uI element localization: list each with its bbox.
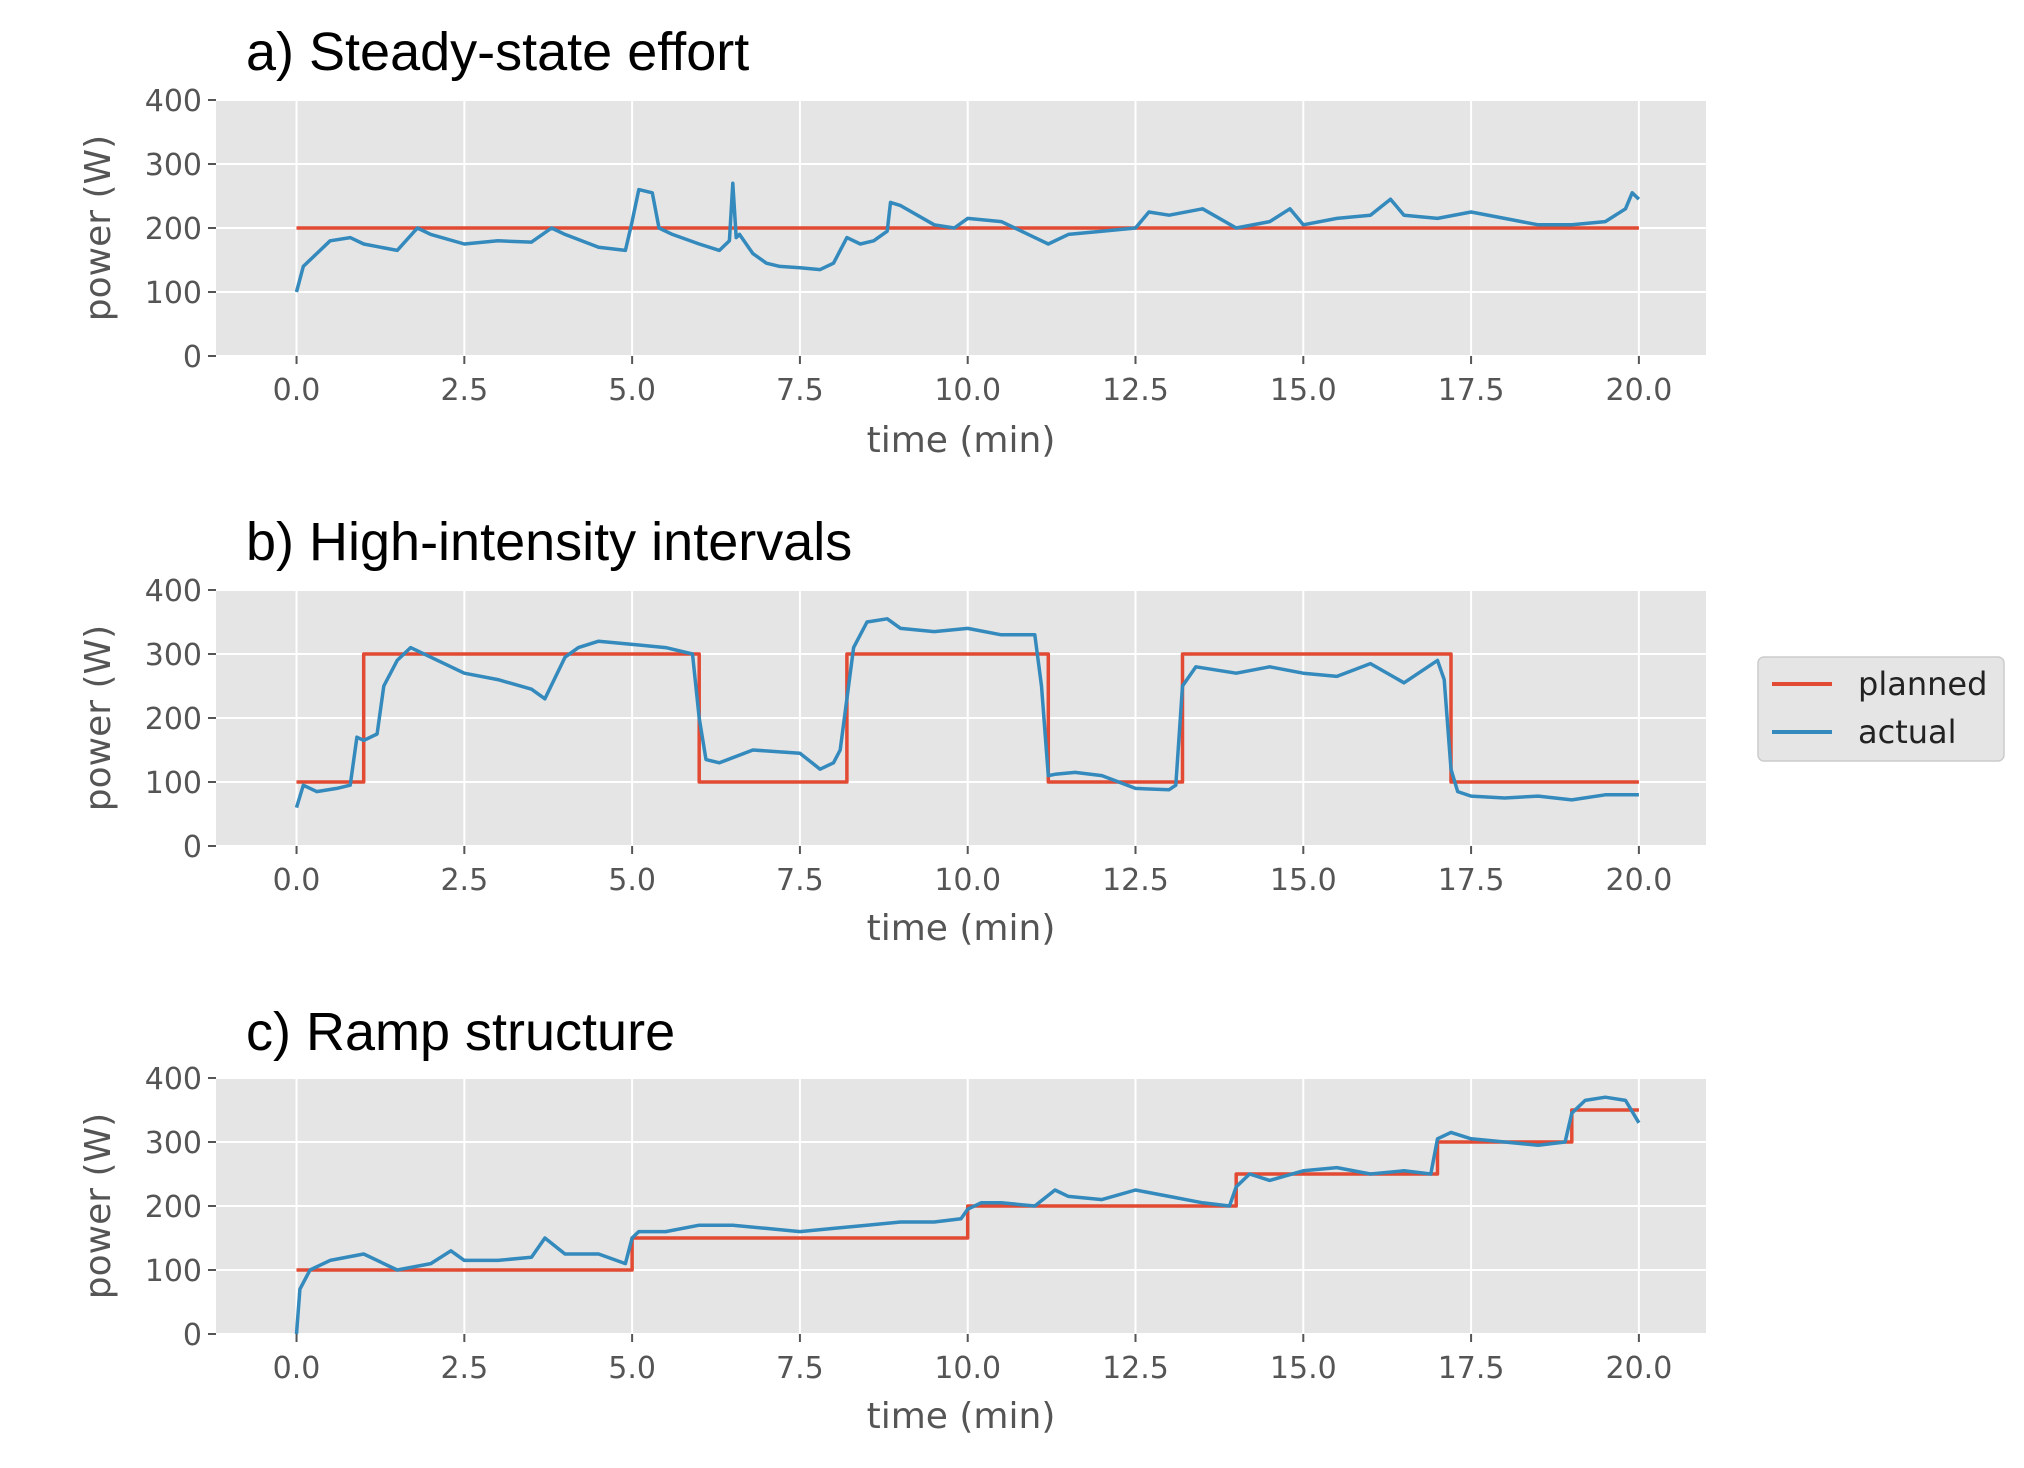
y-tick-label: 200 (145, 1190, 202, 1225)
y-tick-label: 400 (145, 84, 202, 119)
x-tick-label: 5.0 (608, 1351, 656, 1386)
x-tick-label: 0.0 (273, 863, 321, 898)
series-line-actual-a (294, 181, 1641, 293)
y-tick-label: 0 (183, 340, 202, 375)
x-ticks-c: 0.0 2.5 5.0 7.5 10.0 12.5 15.0 17.5 20.0 (273, 1334, 1672, 1386)
x-ticks-a: 0.0 2.5 5.0 7.5 10.0 12.5 15.0 17.5 20.0 (273, 356, 1672, 408)
x-tick-label: 15.0 (1270, 373, 1337, 408)
x-tick-label: 2.5 (440, 1351, 488, 1386)
legend-label-planned: planned (1858, 665, 1987, 703)
y-axis-label-c: power (W) (78, 1113, 119, 1299)
x-tick-label: 12.5 (1102, 373, 1169, 408)
panel-b: b) High-intensity intervals 0.0 2.5 5.0 7.5… (78, 512, 1706, 949)
series-line-actual-b (294, 617, 1639, 809)
y-tick-label: 200 (145, 212, 202, 247)
y-axis-label-b: power (W) (78, 625, 119, 811)
legend: planned actual (1757, 656, 2005, 762)
x-tick-label: 2.5 (440, 373, 488, 408)
x-tick-label: 12.5 (1102, 1351, 1169, 1386)
x-tick-label: 20.0 (1605, 1351, 1672, 1386)
series-group-b (294, 617, 1639, 809)
x-tick-label: 10.0 (934, 373, 1001, 408)
x-tick-label: 7.5 (776, 863, 824, 898)
y-tick-label: 300 (145, 148, 202, 183)
x-axis-label-c: time (min) (867, 1396, 1056, 1437)
series-line-actual-c (294, 1095, 1641, 1335)
x-tick-label: 12.5 (1102, 863, 1169, 898)
x-tick-label: 17.5 (1438, 373, 1505, 408)
x-tick-label: 20.0 (1605, 863, 1672, 898)
x-tick-label: 15.0 (1270, 863, 1337, 898)
y-tick-label: 400 (145, 1062, 202, 1097)
x-axis-label-a: time (min) (867, 420, 1056, 461)
y-tick-label: 200 (145, 702, 202, 737)
x-axis-label-b: time (min) (867, 908, 1056, 949)
y-axis-label-a: power (W) (78, 135, 119, 321)
x-tick-label: 7.5 (776, 373, 824, 408)
legend-label-actual: actual (1858, 713, 1957, 751)
x-tick-label: 5.0 (608, 863, 656, 898)
y-ticks-a: 0 100 200 300 400 (145, 84, 216, 375)
y-tick-label: 300 (145, 638, 202, 673)
y-ticks-b: 0 100 200 300 400 (145, 574, 216, 865)
x-tick-label: 10.0 (934, 863, 1001, 898)
x-tick-label: 10.0 (934, 1351, 1001, 1386)
x-tick-label: 17.5 (1438, 863, 1505, 898)
chart-title-a: a) Steady-state effort (246, 22, 749, 82)
y-ticks-c: 0 100 200 300 400 (145, 1062, 216, 1353)
y-tick-label: 100 (145, 1254, 202, 1289)
series-group-a (294, 181, 1641, 293)
y-tick-label: 400 (145, 574, 202, 609)
panel-c: c) Ramp structure 0.0 2.5 5.0 7.5 10.0 12.5 15… (78, 1002, 1706, 1437)
x-tick-label: 15.0 (1270, 1351, 1337, 1386)
y-tick-label: 100 (145, 766, 202, 801)
series-line-planned-b (296, 652, 1639, 784)
panel-a: a) Steady-state effort 0.0 2.5 5.0 7.5 10.0 1… (78, 22, 1706, 461)
chart-title-b: b) High-intensity intervals (246, 512, 852, 572)
x-tick-label: 7.5 (776, 1351, 824, 1386)
y-tick-label: 300 (145, 1126, 202, 1161)
x-tick-label: 0.0 (273, 1351, 321, 1386)
x-ticks-b: 0.0 2.5 5.0 7.5 10.0 12.5 15.0 17.5 20.0 (273, 846, 1672, 898)
x-tick-label: 20.0 (1605, 373, 1672, 408)
x-tick-label: 0.0 (273, 373, 321, 408)
x-tick-label: 17.5 (1438, 1351, 1505, 1386)
series-group-c (294, 1095, 1641, 1335)
y-tick-label: 0 (183, 1318, 202, 1353)
y-tick-label: 0 (183, 830, 202, 865)
x-tick-label: 2.5 (440, 863, 488, 898)
chart-title-c: c) Ramp structure (246, 1002, 675, 1062)
x-tick-label: 5.0 (608, 373, 656, 408)
y-tick-label: 100 (145, 276, 202, 311)
